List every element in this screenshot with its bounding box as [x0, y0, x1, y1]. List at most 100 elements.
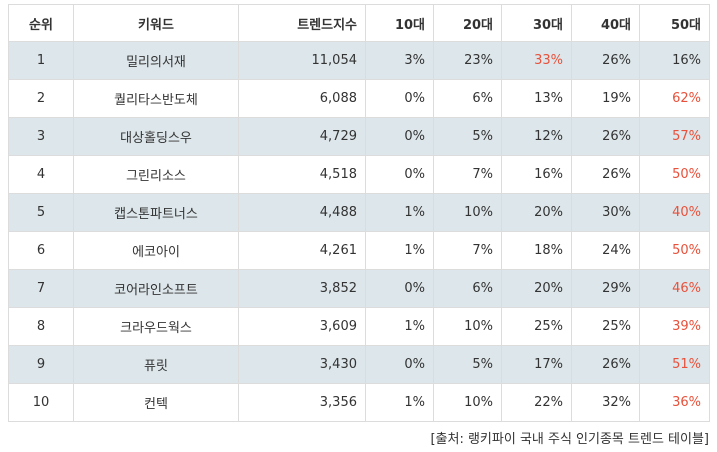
age-40s-cell: 19%	[571, 79, 640, 118]
rank-cell: 7	[8, 269, 74, 308]
trend-index-cell: 4,488	[238, 193, 366, 232]
age-40s-cell: 30%	[571, 193, 640, 232]
trend-index-cell: 3,356	[238, 383, 366, 422]
rank-cell: 4	[8, 155, 74, 194]
age-50s-cell: 40%	[639, 193, 710, 232]
age-20s-cell: 5%	[433, 345, 502, 384]
age-30s-cell: 17%	[501, 345, 572, 384]
rank-cell: 10	[8, 383, 74, 422]
age-30s-cell: 20%	[501, 269, 572, 308]
age-10s-cell: 3%	[365, 41, 434, 80]
age-30s-cell: 12%	[501, 117, 572, 156]
age-20s-cell: 10%	[433, 383, 502, 422]
age-50s-cell: 57%	[639, 117, 710, 156]
age-40s-cell: 25%	[571, 307, 640, 346]
age-40s-cell: 26%	[571, 41, 640, 80]
keyword-cell: 퀄리타스반도체	[73, 79, 239, 118]
age-10s-cell: 0%	[365, 345, 434, 384]
trend-index-cell: 3,430	[238, 345, 366, 384]
keyword-cell: 밀리의서재	[73, 41, 239, 80]
age-30s-cell: 25%	[501, 307, 572, 346]
age-20s-cell: 7%	[433, 231, 502, 270]
trend-table-container: 순위 키워드 트렌드지수 10대 20대 30대 40대 50대 1 밀리의서재…	[8, 4, 710, 422]
header-trend-index: 트렌드지수	[238, 4, 366, 42]
age-50s-cell: 39%	[639, 307, 710, 346]
header-keyword: 키워드	[73, 4, 239, 42]
trend-table: 순위 키워드 트렌드지수 10대 20대 30대 40대 50대 1 밀리의서재…	[8, 4, 710, 422]
trend-index-cell: 3,609	[238, 307, 366, 346]
rank-cell: 9	[8, 345, 74, 384]
age-10s-cell: 0%	[365, 155, 434, 194]
keyword-cell: 퓨릿	[73, 345, 239, 384]
rank-cell: 3	[8, 117, 74, 156]
age-50s-cell: 51%	[639, 345, 710, 384]
rank-cell: 2	[8, 79, 74, 118]
age-30s-cell: 13%	[501, 79, 572, 118]
age-40s-cell: 26%	[571, 117, 640, 156]
table-row: 5 캡스톤파트너스 4,488 1% 10% 20% 30% 40%	[8, 193, 710, 232]
table-row: 1 밀리의서재 11,054 3% 23% 33% 26% 16%	[8, 41, 710, 80]
age-40s-cell: 29%	[571, 269, 640, 308]
trend-index-cell: 4,261	[238, 231, 366, 270]
keyword-cell: 크라우드웍스	[73, 307, 239, 346]
trend-index-cell: 3,852	[238, 269, 366, 308]
table-row: 10 컨텍 3,356 1% 10% 22% 32% 36%	[8, 383, 710, 422]
age-10s-cell: 0%	[365, 117, 434, 156]
age-30s-cell: 33%	[501, 41, 572, 80]
age-30s-cell: 22%	[501, 383, 572, 422]
age-10s-cell: 1%	[365, 383, 434, 422]
age-30s-cell: 18%	[501, 231, 572, 270]
table-row: 8 크라우드웍스 3,609 1% 10% 25% 25% 39%	[8, 307, 710, 346]
header-age-30s: 30대	[501, 4, 572, 42]
age-40s-cell: 26%	[571, 155, 640, 194]
table-row: 2 퀄리타스반도체 6,088 0% 6% 13% 19% 62%	[8, 79, 710, 118]
age-10s-cell: 0%	[365, 79, 434, 118]
table-row: 6 에코아이 4,261 1% 7% 18% 24% 50%	[8, 231, 710, 270]
age-10s-cell: 0%	[365, 269, 434, 308]
age-50s-cell: 50%	[639, 231, 710, 270]
age-50s-cell: 36%	[639, 383, 710, 422]
keyword-cell: 에코아이	[73, 231, 239, 270]
table-body: 1 밀리의서재 11,054 3% 23% 33% 26% 16% 2 퀄리타스…	[8, 41, 710, 422]
header-rank: 순위	[8, 4, 74, 42]
age-20s-cell: 6%	[433, 79, 502, 118]
header-row: 순위 키워드 트렌드지수 10대 20대 30대 40대 50대	[8, 4, 710, 42]
age-50s-cell: 50%	[639, 155, 710, 194]
keyword-cell: 대상홀딩스우	[73, 117, 239, 156]
age-40s-cell: 24%	[571, 231, 640, 270]
age-10s-cell: 1%	[365, 231, 434, 270]
age-20s-cell: 5%	[433, 117, 502, 156]
age-40s-cell: 32%	[571, 383, 640, 422]
age-50s-cell: 16%	[639, 41, 710, 80]
age-30s-cell: 20%	[501, 193, 572, 232]
rank-cell: 8	[8, 307, 74, 346]
header-age-40s: 40대	[571, 4, 640, 42]
rank-cell: 1	[8, 41, 74, 80]
table-row: 3 대상홀딩스우 4,729 0% 5% 12% 26% 57%	[8, 117, 710, 156]
source-caption: [출처: 랭키파이 국내 주식 인기종목 트렌드 테이블]	[430, 432, 709, 447]
trend-index-cell: 4,729	[238, 117, 366, 156]
table-row: 9 퓨릿 3,430 0% 5% 17% 26% 51%	[8, 345, 710, 384]
age-10s-cell: 1%	[365, 193, 434, 232]
keyword-cell: 그린리소스	[73, 155, 239, 194]
table-row: 7 코어라인소프트 3,852 0% 6% 20% 29% 46%	[8, 269, 710, 308]
age-30s-cell: 16%	[501, 155, 572, 194]
age-10s-cell: 1%	[365, 307, 434, 346]
age-20s-cell: 6%	[433, 269, 502, 308]
keyword-cell: 컨텍	[73, 383, 239, 422]
age-40s-cell: 26%	[571, 345, 640, 384]
age-20s-cell: 10%	[433, 193, 502, 232]
age-20s-cell: 7%	[433, 155, 502, 194]
age-50s-cell: 46%	[639, 269, 710, 308]
rank-cell: 5	[8, 193, 74, 232]
rank-cell: 6	[8, 231, 74, 270]
keyword-cell: 코어라인소프트	[73, 269, 239, 308]
table-row: 4 그린리소스 4,518 0% 7% 16% 26% 50%	[8, 155, 710, 194]
age-20s-cell: 23%	[433, 41, 502, 80]
header-age-10s: 10대	[365, 4, 434, 42]
trend-index-cell: 4,518	[238, 155, 366, 194]
keyword-cell: 캡스톤파트너스	[73, 193, 239, 232]
age-20s-cell: 10%	[433, 307, 502, 346]
trend-index-cell: 11,054	[238, 41, 366, 80]
age-50s-cell: 62%	[639, 79, 710, 118]
